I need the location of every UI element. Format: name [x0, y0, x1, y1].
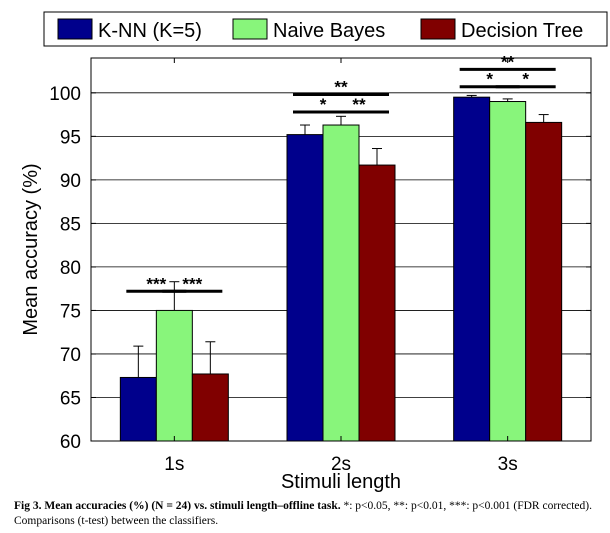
significance-label: **: [501, 52, 515, 71]
legend-label: Decision Tree: [461, 20, 583, 42]
bar: [358, 164, 396, 442]
figure-caption: Fig 3. Mean accuracies (%) (N = 24) vs. …: [14, 499, 600, 529]
y-axis-label: Mean accuracy (%): [20, 163, 42, 335]
bar: [119, 376, 157, 442]
caption-body: *: p<0.05, **: p<0.01, ***: p<0.001 (FDR…: [14, 500, 592, 527]
bar: [525, 121, 563, 442]
plot-frame: [90, 57, 592, 442]
legend-label: Naive Bayes: [273, 20, 385, 42]
x-axis-label: Stimuli length: [281, 471, 401, 493]
bar: [286, 134, 324, 442]
legend-swatch: [232, 18, 268, 40]
significance-label: **: [334, 78, 348, 97]
legend-swatch: [420, 18, 456, 40]
legend-label: K-NN (K=5): [98, 20, 202, 42]
caption-lead: Fig 3. Mean accuracies (%) (N = 24) vs. …: [14, 500, 341, 512]
y-tick-label: 70: [60, 345, 81, 366]
bar: [155, 309, 193, 442]
y-tick-label: 60: [60, 432, 81, 453]
legend-box: [43, 11, 608, 47]
y-tick-label: 100: [49, 84, 81, 105]
significance-label: *: [320, 95, 327, 114]
y-tick-label: 80: [60, 258, 81, 279]
y-tick-label: 90: [60, 171, 81, 192]
significance-label: *: [522, 70, 529, 89]
x-tick-label: 2s: [331, 454, 351, 475]
bar: [322, 124, 360, 442]
x-tick-label: 1s: [164, 454, 184, 475]
significance-label: **: [352, 95, 366, 114]
y-tick-label: 75: [60, 301, 81, 322]
x-tick-label: 3s: [498, 454, 518, 475]
significance-label: ***: [182, 274, 202, 293]
bar: [489, 101, 527, 442]
y-tick-label: 65: [60, 388, 81, 409]
y-tick-label: 85: [60, 214, 81, 235]
y-tick-label: 95: [60, 127, 81, 148]
bar: [191, 373, 229, 442]
significance-label: ***: [146, 274, 166, 293]
legend-swatch: [57, 18, 93, 40]
bar: [453, 96, 491, 442]
significance-label: *: [486, 70, 493, 89]
